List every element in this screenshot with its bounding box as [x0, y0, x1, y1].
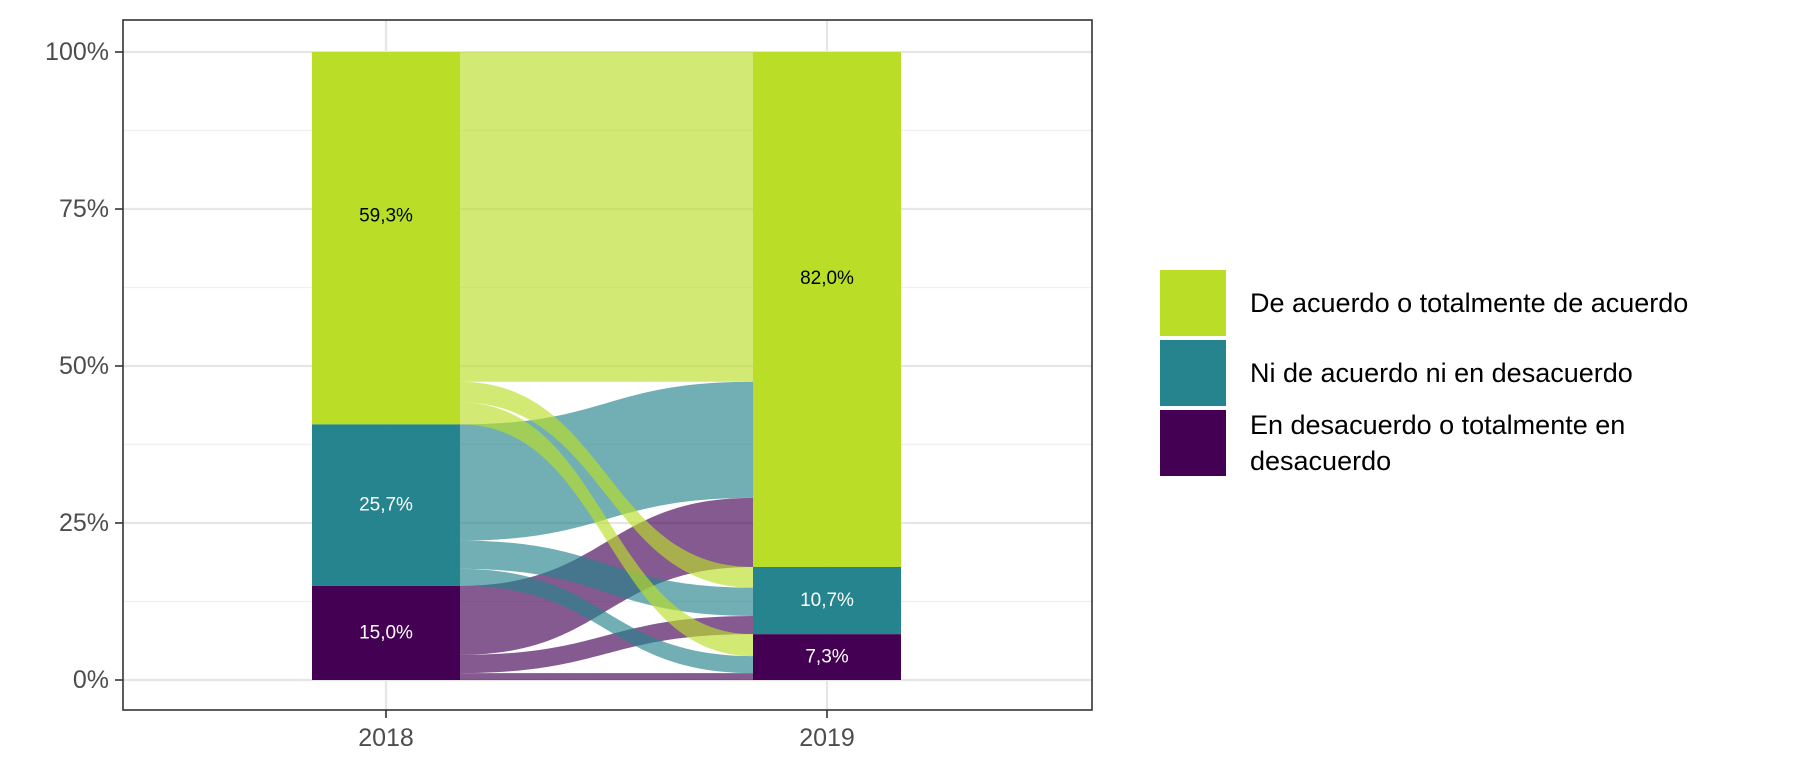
bar-label-2019-acuerdo: 82,0% — [800, 268, 854, 289]
flow-acuerdo-to-neutral — [460, 381, 753, 588]
bar-label-2019-desacuerdo: 7,3% — [805, 647, 848, 668]
legend-label-neutral: Ni de acuerdo ni en desacuerdo — [1250, 358, 1633, 388]
x-tick-label: 2019 — [799, 724, 855, 752]
legend-key-acuerdo — [1160, 270, 1226, 336]
bar-2019-neutral — [753, 566, 901, 635]
bar-2018-neutral — [312, 424, 460, 586]
legend-key-desacuerdo — [1160, 410, 1226, 476]
y-tick-label: 75% — [59, 195, 109, 223]
y-tick-label: 50% — [59, 352, 109, 380]
bar-2019-acuerdo — [753, 52, 901, 567]
axes: 0% 25% 50% 75% 100% 2018 2019 — [45, 38, 855, 752]
flows — [460, 52, 753, 680]
bar-label-2018-neutral: 25,7% — [359, 495, 413, 516]
stacked-bars — [312, 52, 901, 680]
bar-label-2018-desacuerdo: 15,0% — [359, 622, 413, 643]
bar-2018-desacuerdo — [312, 585, 460, 680]
legend-label-acuerdo: De acuerdo o totalmente de acuerdo — [1250, 288, 1688, 318]
bar-label-2019-neutral: 10,7% — [800, 590, 854, 611]
bar-2019-desacuerdo — [753, 634, 901, 680]
legend: De acuerdo o totalmente de acuerdo Ni de … — [1160, 270, 1688, 476]
y-tick-label: 0% — [73, 666, 109, 694]
flow-neutral-to-desacuerdo — [460, 568, 753, 674]
legend-key-neutral — [1160, 340, 1226, 406]
panel-border — [122, 19, 1093, 711]
flow-neutral-to-neutral — [460, 540, 753, 616]
y-tick-label: 25% — [59, 509, 109, 537]
flow-acuerdo-to-desacuerdo — [460, 402, 753, 657]
legend-label-desacuerdo: En desacuerdo o totalmente en desacuerdo — [1250, 410, 1625, 476]
bar-label-2018-acuerdo: 59,3% — [359, 205, 413, 226]
x-tick-label: 2018 — [358, 724, 414, 752]
bar-2018-acuerdo — [312, 52, 460, 425]
flow-acuerdo-to-acuerdo — [460, 52, 753, 382]
flow-desacuerdo-to-desacuerdo — [460, 673, 753, 680]
bar-labels: 59,3% 25,7% 15,0% 82,0% 10,7% 7,3% — [359, 205, 854, 667]
y-tick-label: 100% — [45, 38, 109, 66]
